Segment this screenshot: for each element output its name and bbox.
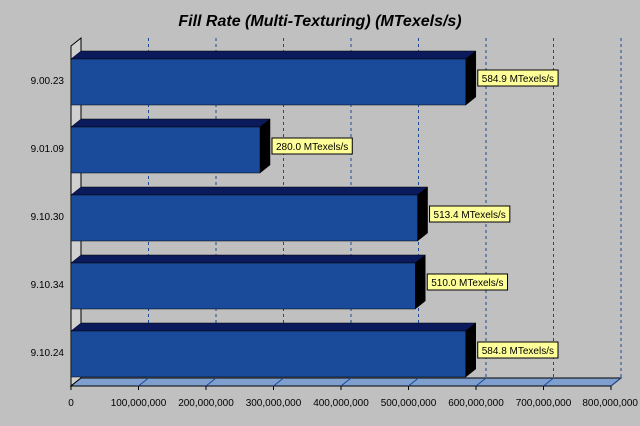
data-label-text: 584.8 MTexels/s: [482, 346, 554, 357]
bar-top: [70, 254, 426, 264]
data-label: 584.9 MTexels/s: [477, 69, 559, 87]
bar-front: [70, 58, 467, 106]
bar-side: [259, 118, 271, 174]
bar-front: [70, 194, 418, 242]
bar-front: [70, 126, 261, 174]
category-label: 9.00.23: [31, 76, 65, 87]
data-label: 513.4 MTexels/s: [429, 205, 511, 223]
floor-grid-line: [340, 377, 352, 387]
floor-grid-line: [273, 377, 284, 387]
bar-side: [415, 254, 426, 310]
bar-side: [417, 186, 428, 242]
floor-grid-line: [138, 377, 149, 387]
bar-top: [70, 50, 477, 60]
x-tick-label: 700,000,000: [516, 398, 572, 409]
data-labels: 584.9 MTexels/s 280.0 MTexels/s 513.4 MTex…: [271, 69, 559, 359]
category-label: 9.10.24: [31, 348, 65, 359]
x-tick-label: 500,000,000: [381, 398, 437, 409]
data-label: 280.0 MTexels/s: [271, 137, 353, 155]
bar: [70, 118, 271, 174]
bar-front: [70, 262, 416, 310]
floor-grid-line: [408, 377, 419, 387]
floor-grid-line: [610, 377, 622, 387]
floor-grid-line: [543, 377, 554, 387]
x-tick-label: 800,000,000: [582, 398, 638, 409]
data-label-text: 584.9 MTexels/s: [482, 74, 554, 85]
x-tick-label: 300,000,000: [246, 398, 302, 409]
category-label: 9.01.09: [31, 144, 65, 155]
data-label-text: 513.4 MTexels/s: [434, 210, 506, 221]
x-tick-label: 200,000,000: [178, 398, 234, 409]
x-tick-label: 400,000,000: [313, 398, 369, 409]
bar: [70, 186, 429, 242]
data-label: 584.8 MTexels/s: [477, 341, 559, 359]
bar: [70, 254, 426, 310]
data-label-text: 280.0 MTexels/s: [276, 142, 348, 153]
bar-top: [70, 186, 429, 196]
x-tick-labels: 0 100,000,000 200,000,000 300,000,000 400,00…: [68, 386, 638, 409]
data-label-box: [477, 341, 559, 359]
bars: [70, 50, 477, 378]
floor-grid-line: [205, 377, 217, 387]
bar-front: [70, 330, 466, 378]
x-tick-label: 0: [68, 398, 74, 409]
data-label: 510.0 MTexels/s: [426, 273, 509, 291]
chart-title: Fill Rate (Multi-Texturing) (MTexels/s): [178, 13, 461, 30]
x-tick-label: 100,000,000: [111, 398, 167, 409]
floor-grid-line: [475, 377, 487, 387]
bar: [70, 50, 477, 106]
bar-top: [70, 118, 271, 128]
x-tick-label: 600,000,000: [448, 398, 504, 409]
bar-side: [465, 322, 476, 378]
bar-top: [70, 322, 477, 332]
category-label: 9.10.34: [31, 280, 65, 291]
data-label-box: [477, 69, 559, 87]
bar-side: [465, 50, 477, 106]
data-label-box: [429, 205, 511, 223]
bar: [70, 322, 477, 378]
data-label-box: [271, 137, 353, 155]
data-label-box: [426, 273, 509, 291]
data-label-text: 510.0 MTexels/s: [431, 278, 503, 289]
category-labels: 9.00.23 9.01.09 9.10.30 9.10.34 9.10.24: [31, 76, 65, 359]
category-label: 9.10.30: [31, 212, 65, 223]
